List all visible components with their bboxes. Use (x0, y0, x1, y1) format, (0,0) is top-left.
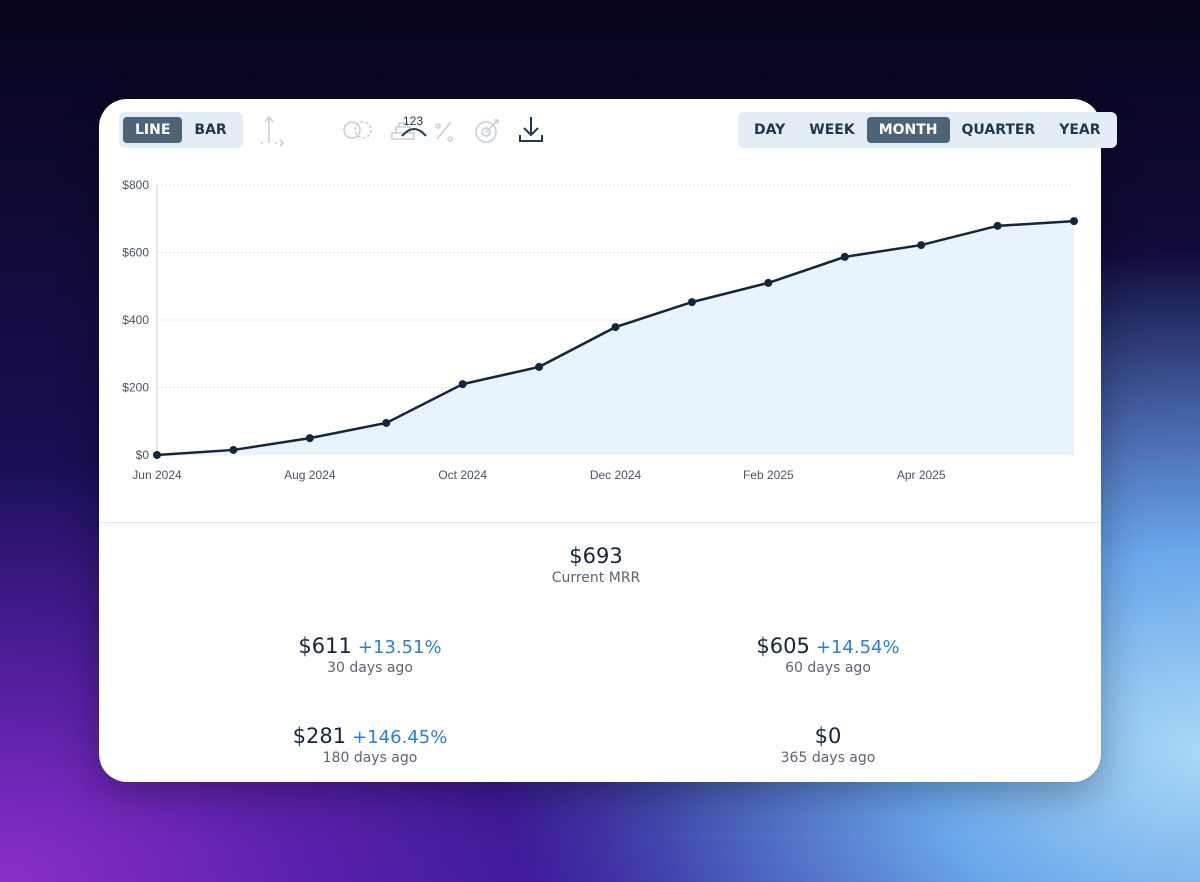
point (611, 323, 620, 332)
point (840, 252, 849, 261)
goal-icon[interactable] (475, 121, 497, 143)
period-button[interactable]: WEEK (809, 122, 855, 138)
history-stat: $0 365 days ago (628, 724, 1028, 766)
period-button[interactable]: YEAR (1059, 122, 1101, 138)
point (305, 434, 314, 443)
point (382, 418, 391, 427)
stat-label: 30 days ago (327, 660, 413, 676)
history-stat: $605 +14.54% 60 days ago (628, 634, 1028, 676)
y-tick-label: $200 (122, 381, 149, 395)
period-button[interactable]: MONTH (866, 117, 950, 143)
point (993, 221, 1002, 230)
x-tick-label: Apr 2025 (897, 468, 946, 482)
current-stat: $693 Current MRR (396, 544, 796, 586)
line-button[interactable]: LINE (123, 117, 183, 143)
stat-row: $0 (628, 724, 1028, 748)
stat-row: $281 +146.45% (170, 724, 570, 748)
compare-icon[interactable] (343, 121, 361, 139)
stat-label: 60 days ago (785, 660, 871, 676)
y-tick-label: $600 (122, 246, 149, 260)
stat-label: 180 days ago (322, 750, 418, 766)
period-button[interactable]: DAY (754, 122, 786, 138)
divider (99, 522, 1101, 523)
point (535, 362, 544, 371)
x-tick-label: Jun 2024 (132, 468, 182, 482)
stat-change: +14.54% (815, 637, 900, 658)
stat-label: 365 days ago (780, 750, 876, 766)
bar-button[interactable]: BAR (194, 122, 227, 138)
stat-row: $605 +14.54% (628, 634, 1028, 658)
area (157, 221, 1074, 455)
chart-type-toggle: LINE BAR (119, 112, 243, 148)
x-tick-label: Oct 2024 (438, 468, 487, 482)
x-tick-label: Dec 2024 (590, 468, 642, 482)
stat-row: $611 +13.51% (170, 634, 570, 658)
x-tick-label: Aug 2024 (284, 468, 336, 482)
axis-icon[interactable] (261, 115, 285, 147)
point (764, 278, 773, 287)
percent-icon[interactable] (435, 121, 453, 142)
point (917, 241, 926, 250)
point (229, 445, 238, 454)
history-stat: $281 +146.45% 180 days ago (170, 724, 570, 766)
point (1070, 217, 1078, 226)
labels-icon-text: 123 (403, 114, 423, 128)
stat-value: $605 (756, 634, 810, 658)
period-toggle: DAY WEEK MONTH QUARTER YEAR (738, 112, 1117, 148)
stat-label: Current MRR (551, 570, 641, 586)
stat-change: +146.45% (352, 727, 448, 748)
point (687, 298, 696, 307)
stat-change: +13.51% (357, 637, 442, 658)
stat-value: $0 (814, 724, 842, 748)
point (153, 451, 161, 459)
y-tick-label: $0 (136, 448, 150, 462)
history-stat: $611 +13.51% 30 days ago (170, 634, 570, 676)
stat-value: $693 (569, 544, 623, 568)
y-tick-label: $400 (122, 313, 149, 327)
period-button[interactable]: QUARTER (961, 122, 1036, 138)
y-tick-label: $800 (122, 178, 149, 192)
x-tick-label: Feb 2025 (743, 468, 794, 482)
stat-value: $611 (298, 634, 352, 658)
download-icon[interactable] (519, 117, 543, 142)
labels-icon[interactable] (401, 128, 427, 137)
point (458, 380, 467, 389)
stat-value: $281 (292, 724, 347, 748)
toolbar-icons: 123 (261, 114, 543, 147)
